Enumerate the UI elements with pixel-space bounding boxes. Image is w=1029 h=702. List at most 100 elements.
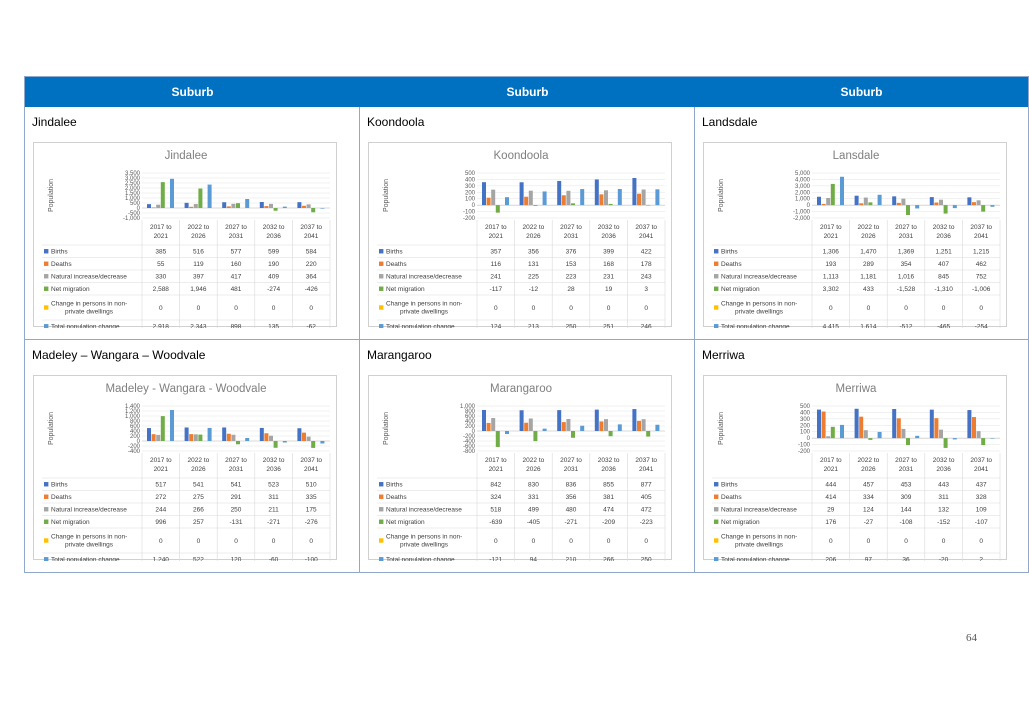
data-label: 19 [605, 286, 613, 293]
bar-total-population-change [207, 427, 212, 441]
bar-deaths [821, 411, 826, 439]
data-label: 405 [641, 494, 652, 501]
data-label: 251 [603, 324, 614, 328]
bar-natural-increase-decrease [269, 203, 273, 208]
row-label: Natural increase/decrease [386, 507, 462, 514]
data-label: 291 [231, 494, 242, 501]
row-label: Net migration [51, 286, 90, 293]
legend-key [714, 274, 719, 279]
bar-deaths [637, 193, 641, 206]
data-label: 481 [231, 286, 242, 293]
data-label: 4,415 [823, 324, 840, 328]
data-label: 599 [268, 249, 279, 256]
data-label: 0 [644, 305, 648, 312]
data-label: 357 [490, 249, 501, 256]
row-label-line: Change in persons in non- [51, 534, 127, 541]
x-tick-label: 2021 [154, 466, 169, 473]
y-axis-label: Population [718, 412, 725, 445]
data-label: 0 [532, 305, 536, 312]
data-label: 376 [566, 249, 577, 256]
bar-net-migration [608, 431, 613, 437]
data-label: 168 [603, 261, 614, 268]
table-header-row: Suburb Suburb Suburb [25, 77, 1028, 107]
bar-net-migration [646, 431, 651, 437]
chart-card-landsdale: Lansdale Population 5,000 4,000 3,000 2,000 1,… [703, 142, 1007, 328]
legend-key [44, 261, 49, 266]
bar-births [147, 204, 151, 208]
x-tick-label: 2031 [229, 233, 244, 240]
x-tick-label: 2021 [154, 233, 169, 240]
bar-births [892, 196, 897, 206]
data-label: 836 [566, 482, 577, 489]
x-tick-label: 2021 [489, 233, 504, 240]
row-label-line: Change in persons in non- [386, 301, 462, 308]
bar-net-migration [981, 205, 986, 212]
legend-key [379, 519, 384, 524]
bar-natural-increase-decrease [901, 428, 906, 439]
y-tick-label: 200 [800, 423, 811, 429]
x-tick-label: 2022 to [523, 457, 545, 464]
y-axis-label: Population [383, 412, 390, 445]
data-label: -512 [899, 324, 912, 328]
x-tick-label: 2021 [824, 466, 839, 473]
data-label: -209 [602, 519, 615, 526]
data-label: 356 [528, 249, 539, 256]
bar-net-migration [273, 208, 278, 211]
bar-net-migration [571, 203, 575, 206]
bar-total-population-change [282, 441, 287, 443]
bar-total-population-change [542, 428, 547, 431]
data-label: 266 [193, 507, 204, 514]
data-label: 0 [309, 305, 313, 312]
data-label: 0 [904, 538, 908, 545]
x-tick-label: 2017 to [485, 224, 507, 231]
data-label: 354 [901, 261, 912, 268]
data-label: -60 [269, 557, 279, 561]
data-label: 0 [829, 538, 833, 545]
x-tick-label: 2032 to [933, 224, 955, 231]
data-label: -271 [564, 519, 577, 526]
legend-key [714, 519, 719, 524]
data-label: 1,614 [860, 324, 877, 328]
bar-natural-increase-decrease [826, 197, 831, 206]
bar-total-population-change [915, 205, 920, 209]
legend-key [714, 538, 719, 543]
row-label: Deaths [721, 494, 742, 501]
bar-net-migration [830, 426, 835, 439]
bar-net-migration [906, 205, 910, 215]
x-tick-label: 2031 [564, 466, 579, 473]
chart-card-jindalee: Jindalee Population 3,500 3,000 2,500 2,000 1,… [33, 142, 337, 328]
row-label-line: Change in persons in non- [721, 301, 797, 308]
data-label: -254 [975, 324, 988, 328]
row-label: Births [51, 482, 68, 489]
data-label: 433 [863, 286, 874, 293]
x-tick-label: 2041 [639, 466, 654, 473]
cell-merriwa: Merriwa Merriwa Population 500 400 300 200 100… [695, 340, 1028, 572]
bar-deaths [859, 416, 864, 439]
data-label: 160 [231, 261, 242, 268]
suburb-name-landsdale: Landsdale [702, 115, 758, 129]
data-label: 1,251 [935, 249, 952, 256]
bar-births [519, 182, 524, 206]
x-tick-label: 2031 [899, 233, 914, 240]
x-tick-label: 2022 to [858, 224, 880, 231]
data-label: 996 [155, 519, 166, 526]
suburb-name-marangaroo: Marangaroo [367, 348, 432, 362]
data-label: 28 [567, 286, 575, 293]
data-label: 250 [231, 507, 242, 514]
legend-key [714, 324, 719, 328]
row-label: Net migration [386, 286, 425, 293]
data-label: 1,470 [860, 249, 877, 256]
data-label: -274 [267, 286, 280, 293]
data-label: 309 [901, 494, 912, 501]
bar-natural-increase-decrease [528, 190, 533, 206]
legend-key [44, 494, 49, 499]
row-label: Deaths [386, 261, 407, 268]
y-tick-label: 0 [137, 439, 141, 445]
x-tick-label: 2036 [601, 233, 616, 240]
data-label: -117 [490, 286, 503, 293]
legend-key [44, 286, 49, 291]
x-tick-label: 2037 to [300, 224, 322, 231]
bar-total-population-change [952, 438, 957, 440]
data-label: 176 [825, 519, 836, 526]
data-label: 328 [976, 494, 987, 501]
